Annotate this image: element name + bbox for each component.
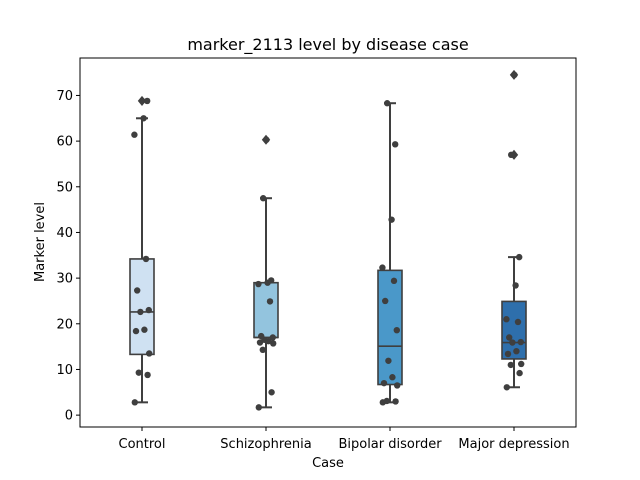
data-point xyxy=(132,327,140,335)
data-point xyxy=(394,382,401,389)
y-tick-label: 50 xyxy=(56,180,73,195)
data-point xyxy=(135,369,142,376)
data-point xyxy=(144,371,151,379)
data-point xyxy=(263,136,270,143)
data-point xyxy=(388,216,395,223)
data-point xyxy=(137,308,144,316)
data-point xyxy=(390,277,398,285)
data-point xyxy=(503,384,510,391)
data-point xyxy=(506,334,513,341)
data-point xyxy=(511,71,518,79)
data-point xyxy=(131,399,138,406)
outlier-marker xyxy=(137,95,147,106)
data-point xyxy=(393,326,400,334)
data-point xyxy=(516,253,523,261)
data-point xyxy=(140,115,147,122)
x-axis-title: Case xyxy=(312,456,344,471)
data-point xyxy=(255,280,262,288)
data-point xyxy=(392,141,399,148)
data-point xyxy=(382,297,389,305)
data-point xyxy=(142,255,150,263)
data-point xyxy=(268,277,275,284)
data-point xyxy=(518,360,525,368)
y-tick-label: 20 xyxy=(56,317,73,332)
data-point xyxy=(379,264,386,271)
y-tick-label: 40 xyxy=(56,226,73,241)
data-point xyxy=(503,316,510,323)
data-point xyxy=(517,338,524,346)
data-point xyxy=(516,369,523,377)
y-tick-label: 0 xyxy=(65,409,73,424)
y-tick-label: 30 xyxy=(56,272,73,287)
data-point xyxy=(270,340,277,347)
data-point xyxy=(131,131,138,138)
plot-frame xyxy=(79,57,577,428)
box-group-schizophrenia xyxy=(253,134,279,411)
data-point xyxy=(509,339,516,346)
data-point xyxy=(141,326,148,333)
data-point xyxy=(259,346,266,354)
data-point xyxy=(504,350,512,358)
box xyxy=(253,281,279,339)
box-group-control xyxy=(129,95,155,406)
data-point xyxy=(507,361,514,369)
data-point xyxy=(389,374,396,381)
y-tick-label: 60 xyxy=(56,135,73,150)
chart-title: marker_2113 level by disease case xyxy=(187,35,468,55)
data-point xyxy=(268,389,275,396)
data-point xyxy=(134,287,141,294)
data-point xyxy=(380,379,388,387)
axes: 0 10 20 30 40 50 60 70 Control Schizophrenia Bipol… xyxy=(56,89,569,452)
x-tick-label: Bipolar disorder xyxy=(338,437,442,452)
data-point xyxy=(269,334,276,341)
y-tick-label: 70 xyxy=(56,89,73,104)
data-point xyxy=(145,306,152,314)
data-point xyxy=(146,350,153,357)
x-tick-label: Schizophrenia xyxy=(220,437,311,452)
y-axis-title: Marker level xyxy=(33,202,48,282)
data-point xyxy=(513,347,520,355)
data-point xyxy=(384,100,391,107)
box-group-major-depression xyxy=(501,69,527,391)
data-point xyxy=(255,404,262,411)
x-tick-label: Control xyxy=(119,437,166,452)
box-group-bipolar-disorder xyxy=(377,100,403,406)
box xyxy=(129,258,155,356)
data-point xyxy=(392,398,399,405)
data-point xyxy=(512,282,519,289)
y-tick-label: 10 xyxy=(56,363,73,378)
data-point xyxy=(266,298,274,305)
data-point xyxy=(508,151,515,159)
data-point xyxy=(383,397,390,405)
data-point xyxy=(514,318,522,326)
x-tick-label: Major depression xyxy=(458,437,569,452)
plot-area xyxy=(129,69,527,411)
data-point xyxy=(260,195,267,202)
data-point xyxy=(258,332,265,340)
data-point xyxy=(385,357,392,364)
data-point xyxy=(144,97,151,105)
